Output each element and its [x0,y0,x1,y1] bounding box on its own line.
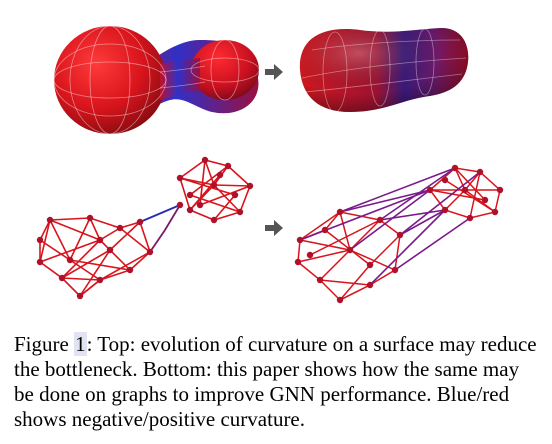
graph-after [294,164,504,304]
figure-number-link[interactable]: 1 [74,332,87,356]
arrow-right-icon [265,220,283,236]
figure-caption: Figure 1: Top: evolution of curvature on… [14,332,544,432]
dumbbell-surface [53,25,260,135]
curvature-illustration [36,25,504,304]
arrow-right-icon [265,64,283,80]
caption-body: : Top: evolution of curvature on a surfa… [14,332,537,431]
graph-before [36,156,254,300]
caption-prefix: Figure [14,332,75,356]
evolved-surface [299,27,469,113]
